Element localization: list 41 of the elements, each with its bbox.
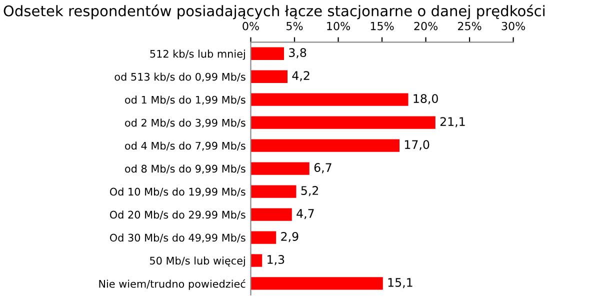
- y-tick-label: 50 Mb/s lub więcej: [150, 256, 245, 267]
- data-label: 2,9: [281, 232, 298, 242]
- x-tick-label: 0%: [242, 22, 259, 30]
- bar: [250, 208, 292, 221]
- x-tick-label: 5%: [286, 22, 303, 30]
- bar: [250, 162, 310, 175]
- x-tick-label: 15%: [370, 22, 394, 30]
- data-label: 1,3: [268, 254, 284, 266]
- y-tick-label: Nie wiem/trudno powiedzieć: [99, 279, 246, 290]
- y-tick-label: od 1 Mb/s do 1,99 Mb/s: [125, 96, 246, 105]
- y-tick-label: od 8 Mb/s do 9,99 Mb/s: [125, 164, 246, 174]
- bar: [250, 70, 288, 83]
- data-label: 5,2: [301, 186, 318, 196]
- y-tick-label: od 2 Mb/s do 3,99 Mb/s: [125, 118, 246, 128]
- data-label: 15,1: [388, 278, 412, 288]
- bar: [250, 116, 436, 129]
- bar: [250, 47, 284, 60]
- chart-title: Odsetek respondentów posiadających łącze stacjonarne o danej prędkości: [4, 4, 545, 20]
- data-label: 21,1: [440, 117, 465, 128]
- data-label: 18,0: [414, 94, 438, 104]
- x-tick-label: 20%: [414, 22, 438, 30]
- bar: [250, 139, 400, 152]
- bar: [250, 185, 296, 198]
- data-label: 6,7: [314, 163, 332, 174]
- data-label: 17,0: [404, 140, 430, 150]
- bar: [250, 231, 276, 244]
- bar: [250, 93, 408, 106]
- bar: [250, 277, 383, 290]
- bar: [250, 254, 262, 267]
- y-tick-label: od 513 kb/s do 0,99 Mb/s: [114, 72, 246, 82]
- x-tick-label: 25%: [458, 22, 482, 30]
- data-label: 4,7: [296, 209, 314, 220]
- y-tick-label: Od 10 Mb/s do 19,99 Mb/s: [110, 188, 246, 197]
- y-tick-label: 512 kb/s lub mniej: [150, 50, 245, 60]
- data-label: 4,2: [292, 71, 310, 82]
- y-tick-label: Od 30 Mb/s do 49,99 Mb/s: [110, 234, 246, 243]
- x-tick-label: 30%: [502, 22, 526, 30]
- x-tick-label: 10%: [327, 22, 350, 30]
- data-label: 3,8: [289, 48, 306, 58]
- y-tick-label: Od 20 Mb/s do 29.99 Mb/s: [110, 210, 246, 220]
- y-tick-label: od 4 Mb/s do 7,99 Mb/s: [125, 142, 246, 151]
